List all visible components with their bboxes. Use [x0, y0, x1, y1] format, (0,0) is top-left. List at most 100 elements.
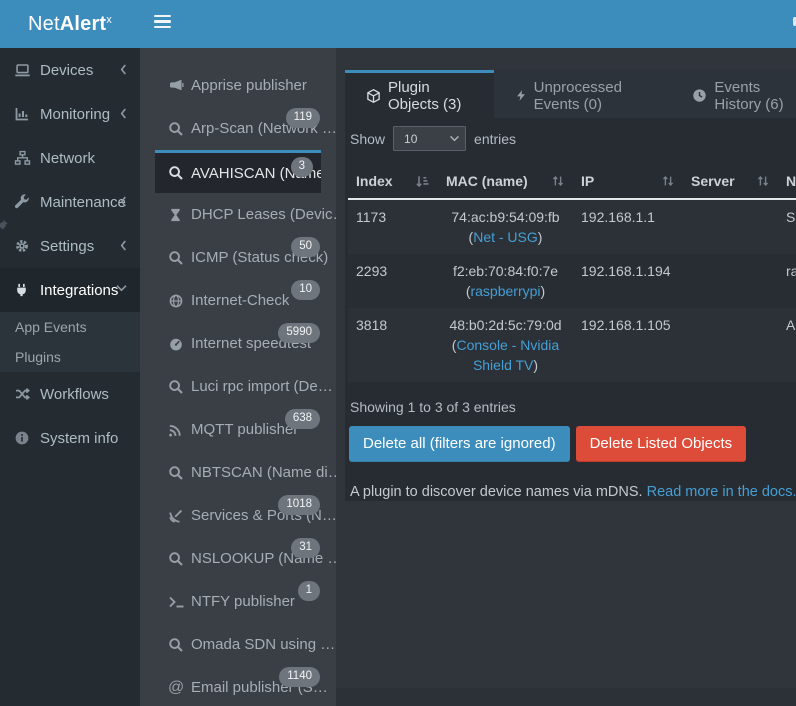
sort-icon[interactable]	[756, 174, 770, 188]
sitemap-icon	[14, 150, 31, 166]
search-icon	[168, 250, 184, 266]
device-link[interactable]: Net - USG	[473, 229, 538, 245]
plugin-objects-table: Index MAC (name) IP Server N 1173 74:ac:…	[348, 163, 796, 382]
table-header-row: Index MAC (name) IP Server N	[348, 163, 796, 200]
info-icon	[14, 430, 31, 446]
main-footer-strip	[336, 688, 796, 706]
column-header-name[interactable]: N	[778, 163, 796, 200]
sidebar-item-label: Devices	[40, 61, 94, 79]
delete-listed-button[interactable]: Delete Listed Objects	[575, 426, 747, 462]
plugin-item-dhcp-leases[interactable]: DHCP Leases (Devic…	[140, 193, 336, 236]
sidebar-toggle-icon[interactable]	[154, 15, 171, 31]
cell-ip: 192.168.1.1	[581, 209, 655, 225]
tab-bar: Plugin Objects (3) Unprocessed Events (0…	[345, 70, 796, 118]
tab-label: Unprocessed Events (0)	[533, 78, 622, 113]
bolt-icon	[515, 88, 527, 103]
cell-ip: 192.168.1.105	[581, 317, 671, 333]
sidebar-item-label: Settings	[40, 237, 95, 255]
sort-icon[interactable]	[661, 174, 675, 188]
cube-icon	[366, 88, 381, 104]
sidebar-item-maintenance[interactable]: Maintenance	[0, 180, 140, 224]
sidebar-item-integrations[interactable]: Integrations	[0, 268, 140, 312]
search-icon	[168, 165, 184, 181]
shuffle-icon	[14, 386, 31, 402]
page-size-select[interactable]: 10	[393, 126, 467, 151]
plugins-panel: Apprise publisher Arp-Scan (Network … 11…	[140, 48, 336, 706]
plugin-item-luci-rpc-import[interactable]: Luci rpc import (De…	[140, 365, 336, 408]
pin-icon	[0, 218, 9, 232]
tab-label: Plugin Objects (3)	[388, 78, 462, 113]
sort-icon[interactable]	[551, 174, 565, 188]
sidebar-item-system-info[interactable]: System info	[0, 416, 140, 460]
column-header-server[interactable]: Server	[683, 163, 778, 200]
search-icon	[168, 465, 184, 481]
dish-icon	[168, 508, 184, 524]
plugin-item-apprise-publisher[interactable]: Apprise publisher	[140, 64, 336, 107]
sort-amount-icon[interactable]	[415, 174, 430, 189]
table-row[interactable]: 2293 f2:eb:70:84:f0:7e (raspberrypi) 192…	[348, 254, 796, 308]
plugin-item-omada-sdn[interactable]: Omada SDN using …	[140, 623, 336, 666]
cut-off-icon	[793, 17, 796, 26]
plugin-item-internet-check[interactable]: Internet-Check 10	[140, 279, 336, 322]
device-link[interactable]: Console - Nvidia Shield TV	[456, 337, 560, 373]
cell-index: 2293	[356, 263, 388, 279]
sidebar-item-workflows[interactable]: Workflows	[0, 372, 140, 416]
chevron-left-icon	[119, 107, 128, 120]
chevron-left-icon	[119, 239, 128, 252]
cell-index: 3818	[356, 317, 388, 333]
count-badge: 10	[291, 280, 320, 300]
table-row[interactable]: 1173 74:ac:b9:54:09:fb (Net - USG) 192.1…	[348, 199, 796, 254]
column-header-index[interactable]: Index	[348, 163, 438, 200]
cell-server	[683, 254, 778, 308]
count-badge: 1018	[278, 495, 320, 515]
count-badge: 5990	[278, 323, 320, 343]
hourglass-icon	[168, 207, 184, 223]
chevron-left-icon	[119, 195, 128, 208]
search-icon	[168, 551, 184, 567]
column-header-mac[interactable]: MAC (name)	[438, 163, 573, 200]
sidebar-item-monitoring[interactable]: Monitoring	[0, 92, 140, 136]
plugin-item-internet-speedtest[interactable]: Internet speedtest 5990	[140, 322, 336, 365]
tab-unprocessed-events[interactable]: Unprocessed Events (0)	[494, 70, 672, 118]
tab-events-history[interactable]: Events History (6)	[671, 70, 796, 118]
sidebar-item-label: Workflows	[40, 385, 109, 403]
docs-link[interactable]: Read more in the docs.	[646, 484, 796, 500]
count-badge: 3	[290, 157, 313, 177]
tab-label: Events History (6)	[714, 78, 784, 113]
count-badge: 1	[297, 581, 320, 601]
plugin-item-nslookup[interactable]: NSLOOKUP (Name … 31	[140, 537, 336, 580]
sidebar-subitem-app-events[interactable]: App Events	[15, 319, 87, 335]
plugin-item-email-publisher[interactable]: @ Email publisher (S… 1140	[140, 666, 336, 706]
plugin-item-avahiscan[interactable]: AVAHISCAN (Name … 3	[155, 150, 321, 193]
tab-plugin-objects[interactable]: Plugin Objects (3)	[345, 70, 494, 118]
sidebar-item-label: System info	[40, 429, 119, 447]
table-row[interactable]: 3818 48:b0:2d:5c:79:0d (Console - Nvidia…	[348, 308, 796, 382]
column-header-ip[interactable]: IP	[573, 163, 683, 200]
plugin-item-icmp[interactable]: ICMP (Status check) 50	[140, 236, 336, 279]
plugin-item-mqtt-publisher[interactable]: MQTT publisher 638	[140, 408, 336, 451]
plugin-item-services-ports[interactable]: Services & Ports (N… 1018	[140, 494, 336, 537]
megaphone-icon	[168, 78, 184, 94]
device-link[interactable]: raspberrypi	[470, 283, 541, 299]
plugin-item-arp-scan[interactable]: Arp-Scan (Network … 119	[140, 107, 336, 150]
delete-all-button[interactable]: Delete all (filters are ignored)	[349, 426, 570, 462]
count-badge: 1140	[279, 667, 320, 687]
wrench-icon	[14, 194, 31, 210]
plugin-detail-panel: Plugin Objects (3) Unprocessed Events (0…	[345, 70, 796, 501]
sidebar-item-label: Integrations	[40, 281, 119, 299]
cell-name: ra	[786, 263, 796, 279]
count-badge: 31	[291, 538, 320, 558]
sidebar-subitem-plugins[interactable]: Plugins	[15, 349, 61, 365]
sidebar-item-settings[interactable]: Settings	[0, 224, 140, 268]
action-buttons: Delete all (filters are ignored) Delete …	[348, 426, 796, 462]
app-logo[interactable]: Net Alert x	[0, 0, 140, 48]
chevron-left-icon	[119, 63, 128, 76]
sidebar-item-devices[interactable]: Devices	[0, 48, 140, 92]
count-badge: 119	[285, 108, 320, 128]
plugin-item-nbtscan[interactable]: NBTSCAN (Name di…	[140, 451, 336, 494]
sidebar-item-network[interactable]: Network	[0, 136, 140, 180]
sidebar-item-label: Maintenance	[40, 193, 126, 211]
chart-icon	[14, 106, 31, 122]
plugin-item-ntfy-publisher[interactable]: NTFY publisher 1	[140, 580, 336, 623]
